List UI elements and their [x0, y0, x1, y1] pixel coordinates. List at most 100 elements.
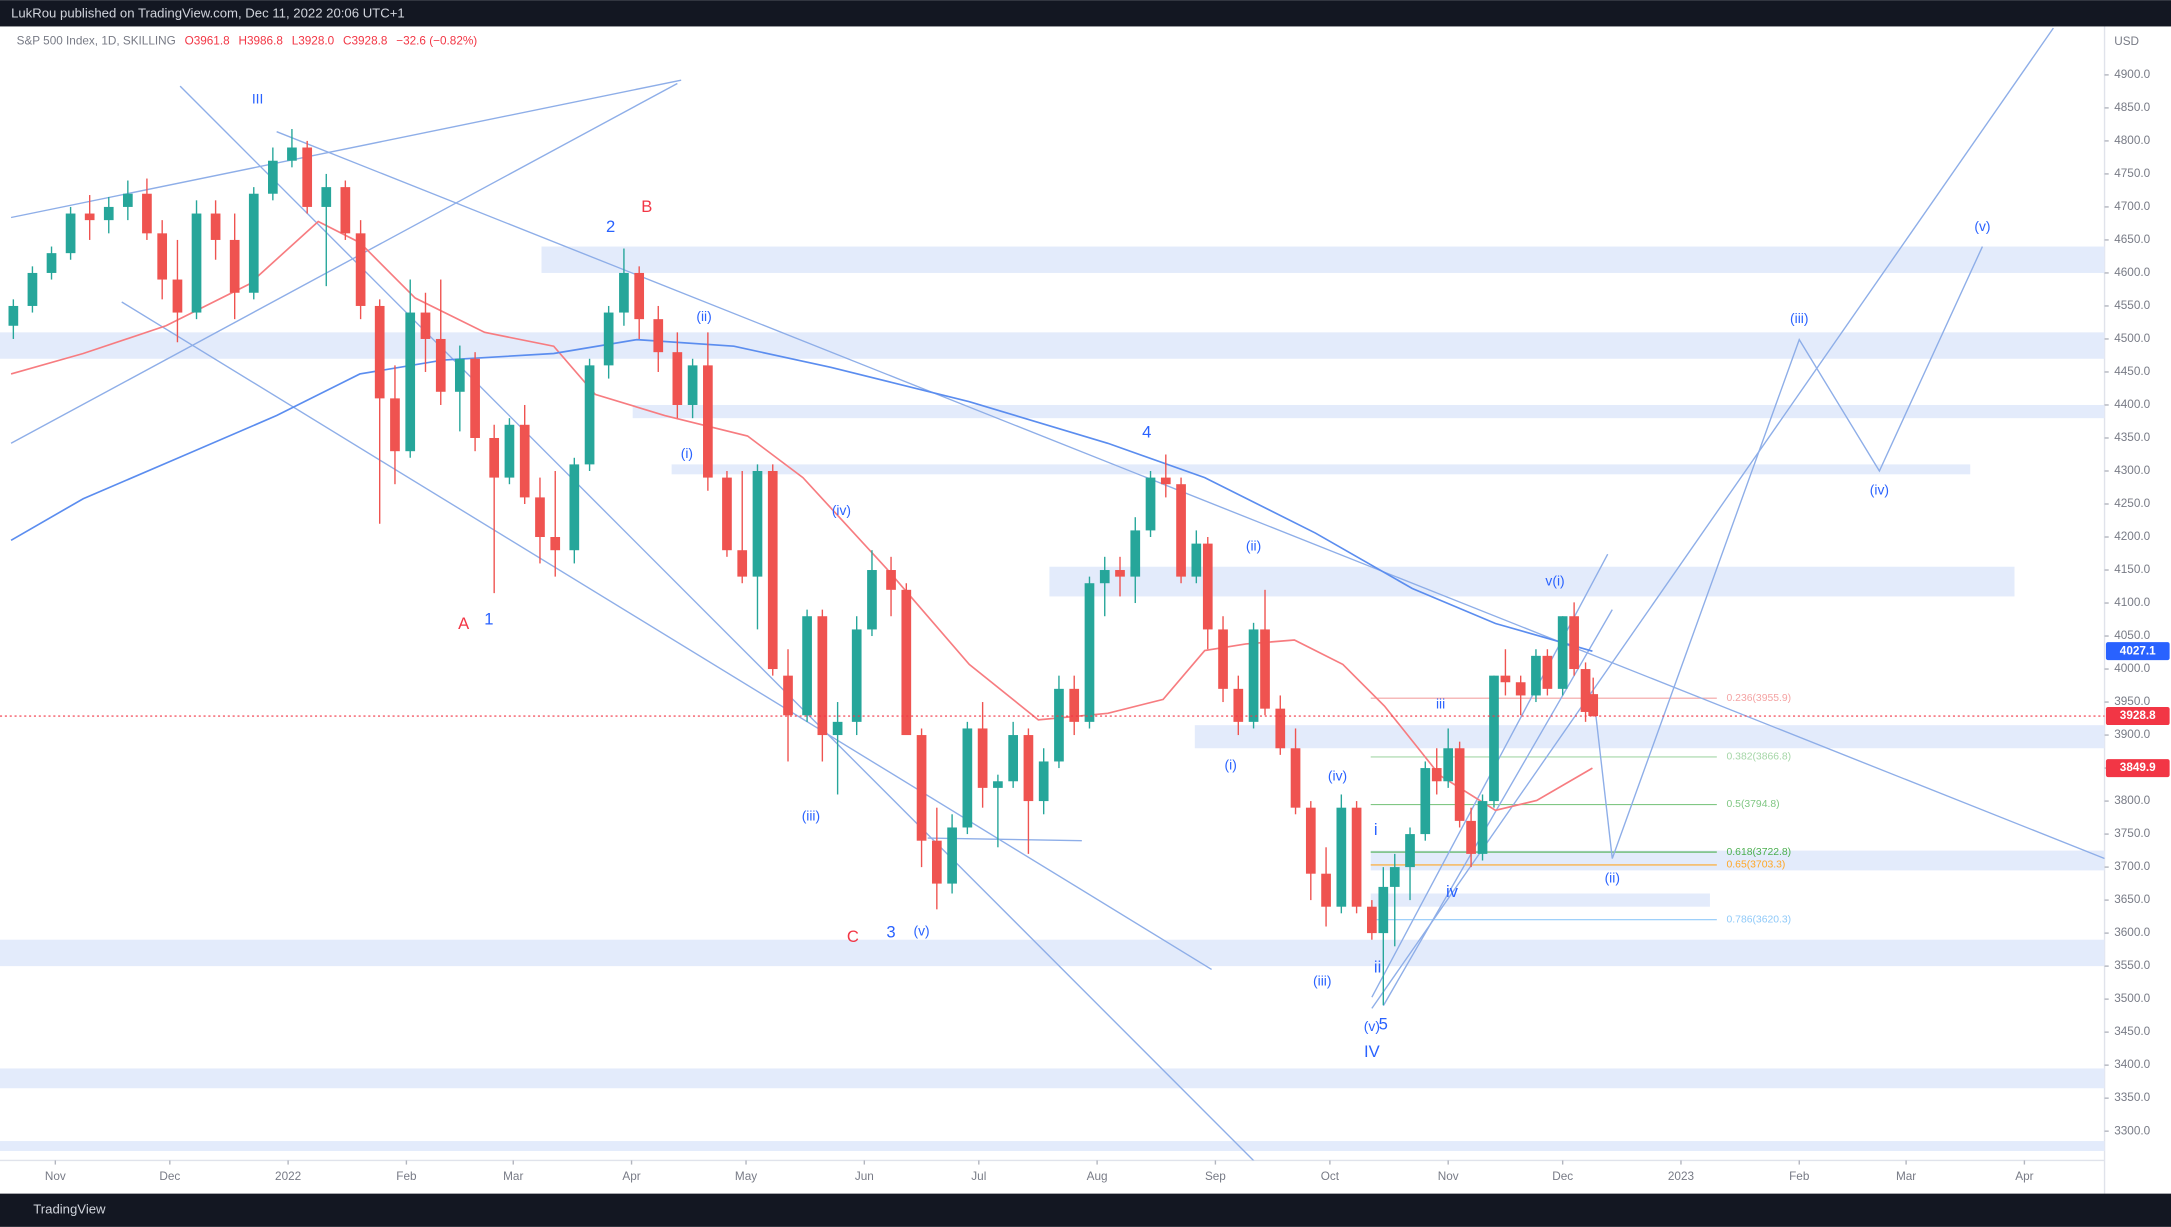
wave-label: 3: [886, 923, 895, 942]
ohlc-close: C3928.8: [343, 35, 388, 48]
candle-body: [1367, 906, 1377, 934]
y-tick-label: 3650.0: [2114, 893, 2150, 906]
candle-body: [584, 365, 595, 465]
wave-label: ii: [1374, 957, 1381, 976]
candle-body: [703, 365, 713, 478]
candle-body: [687, 365, 698, 405]
candle-body: [435, 338, 446, 392]
trendline: [276, 131, 2105, 860]
candle-body: [1431, 768, 1442, 782]
candle-body: [390, 398, 400, 452]
candle-body: [977, 728, 988, 788]
candle-body: [634, 272, 645, 320]
y-tick-label: 4750.0: [2114, 167, 2150, 180]
candle-body: [519, 424, 530, 498]
y-tick-label: 4800.0: [2114, 134, 2150, 147]
y-tick-label: 4350.0: [2114, 431, 2150, 444]
candle-body: [103, 206, 114, 221]
candle-body: [1378, 886, 1389, 934]
candle-body: [931, 840, 942, 884]
wave-label: A: [458, 614, 470, 633]
price-tag: [2105, 759, 2170, 778]
y-tick-label: 3300.0: [2114, 1124, 2150, 1137]
projection-path: [1592, 246, 1984, 859]
candle-body: [210, 213, 221, 240]
y-tick-label: 4700.0: [2114, 200, 2150, 213]
candle-body: [1557, 616, 1568, 689]
candle-body: [1202, 543, 1213, 630]
candle-body: [1248, 629, 1259, 722]
candle-body: [1389, 867, 1400, 887]
x-tick-label: May: [735, 1170, 757, 1183]
price-tag-label: 3849.9: [2120, 761, 2156, 774]
candle-body: [84, 213, 95, 221]
candle-body: [489, 437, 500, 478]
y-tick-label: 4650.0: [2114, 233, 2150, 246]
publisher: LukRou published on TradingView.com, Dec…: [11, 5, 405, 20]
candle-body: [752, 470, 763, 577]
moving-average: [10, 220, 1593, 812]
zone: [1370, 893, 1710, 907]
moving-average: [10, 338, 1593, 652]
candle-body: [122, 193, 133, 207]
candle-body: [672, 352, 683, 405]
y-tick-label: 4300.0: [2114, 464, 2150, 477]
zone: [1194, 725, 2105, 749]
candle-body: [172, 279, 183, 313]
symbol-line: S&P 500 Index, 1D, SKILLING O3961.8 H398…: [17, 35, 478, 48]
candle-body: [46, 253, 57, 273]
x-tick-label: Dec: [159, 1170, 180, 1183]
wave-label: (iii): [802, 808, 820, 824]
candle-body: [302, 147, 313, 207]
wave-label: B: [641, 197, 652, 216]
x-tick-label: Jul: [971, 1170, 986, 1183]
currency: USD: [2114, 35, 2139, 48]
x-tick-label: Aug: [1087, 1170, 1108, 1183]
wave-label: (ii): [1246, 538, 1261, 554]
wave-label: (v): [1364, 1018, 1380, 1034]
y-tick-label: 3600.0: [2114, 926, 2150, 939]
ohlc-low: L3928.0: [292, 35, 335, 48]
zone: [0, 1068, 2105, 1089]
candle-body: [851, 629, 862, 722]
candle-body: [1115, 570, 1125, 577]
candle-body: [901, 589, 912, 736]
candle-body: [374, 305, 385, 399]
candle-body: [947, 827, 957, 884]
x-tick-label: Jun: [855, 1170, 874, 1183]
wave-label: 4: [1142, 423, 1151, 442]
wave-label: iv: [1446, 882, 1459, 901]
y-tick-label: 3550.0: [2114, 959, 2150, 972]
candle-body: [653, 319, 664, 353]
y-tick-label: 4500.0: [2114, 332, 2150, 345]
zone: [0, 1141, 2105, 1151]
y-tick-label: 3950.0: [2114, 695, 2150, 708]
wave-label: 5: [1379, 1014, 1388, 1033]
x-tick-label: Oct: [1321, 1170, 1340, 1183]
ohlc-high: H3986.8: [238, 35, 283, 48]
candle-body: [157, 233, 168, 280]
candle-body: [1130, 530, 1141, 577]
candle-body: [1176, 484, 1186, 577]
wave-label: (v): [1974, 218, 1990, 234]
candle-body: [1069, 688, 1080, 722]
fib-label: 0.618(3722.8): [1727, 847, 1792, 858]
candle-body: [1218, 629, 1228, 689]
candle-body: [1588, 694, 1599, 717]
candle-body: [1008, 735, 1019, 782]
header-bar: [0, 0, 2171, 27]
y-tick-label: 4050.0: [2114, 629, 2150, 642]
wave-label: (iii): [1313, 973, 1331, 989]
trendline: [10, 79, 682, 219]
wave-label: 1: [484, 610, 493, 629]
wave-label: (iv): [1328, 767, 1347, 783]
candle-body: [340, 187, 351, 234]
footer-brand: TradingView: [33, 1202, 106, 1217]
candle-body: [1454, 748, 1465, 821]
candle-body: [1084, 583, 1095, 722]
ohlc-open: O3961.8: [185, 35, 231, 48]
y-tick-label: 4450.0: [2114, 365, 2150, 378]
candle-body: [1515, 682, 1526, 696]
wave-label: (ii): [696, 308, 711, 324]
trendline: [121, 301, 1212, 971]
